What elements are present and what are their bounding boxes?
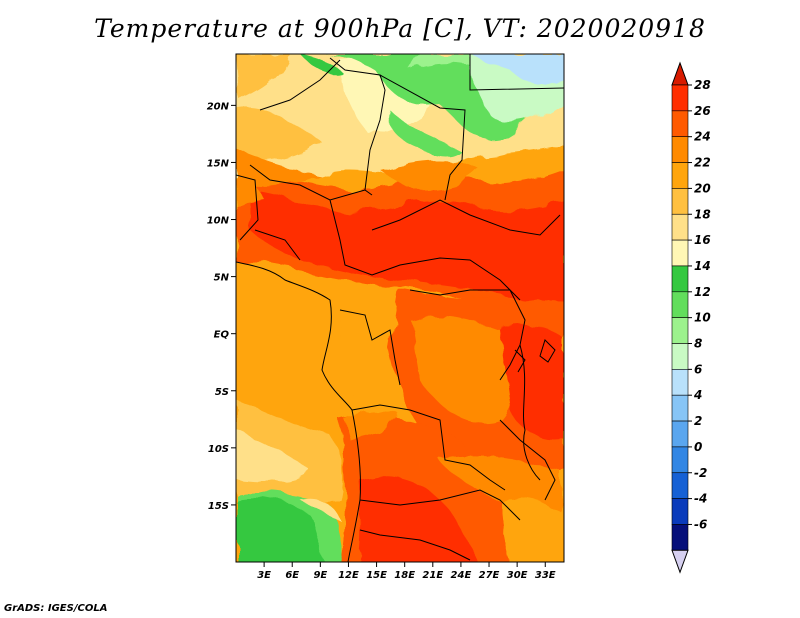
colorbar-level-label: -6: [694, 517, 707, 531]
lat-tick-label: 10N: [207, 216, 230, 227]
colorbar-swatch: [671, 317, 689, 344]
colorbar-swatch: [671, 110, 689, 137]
lon-tick-label: 9E: [313, 570, 327, 581]
temperature-field: [236, 54, 564, 562]
colorbar-swatch: [671, 136, 689, 163]
colorbar-level-label: 10: [694, 311, 711, 325]
colorbar-level-label: 12: [694, 285, 711, 299]
colorbar-level-label: 4: [693, 388, 702, 402]
colorbar-swatch: [671, 343, 689, 370]
lat-tick-label: 15N: [207, 158, 230, 169]
colorbar-level-label: 14: [694, 259, 711, 273]
colorbar-swatch: [671, 394, 689, 422]
colorbar-swatch: [671, 369, 689, 396]
colorbar-level-label: 28: [694, 78, 711, 92]
lon-tick-label: 24E: [451, 570, 472, 581]
colorbar-level-label: 20: [694, 181, 711, 195]
colorbar-swatch: [671, 472, 689, 499]
colorbar-swatch: [671, 524, 689, 551]
lat-tick-label: 15S: [208, 501, 229, 512]
colorbar-swatch: [671, 446, 689, 474]
lon-tick-label: 33E: [535, 570, 556, 581]
colorbar-level-label: 8: [694, 337, 702, 351]
map-title: Temperature at 900hPa [C], VT: 202002091…: [94, 14, 706, 43]
latitude-axis: 20N 15N 10N 5N EQ 5S 10S 15S: [207, 101, 236, 512]
colorbar-swatch: [671, 213, 689, 241]
lon-tick-label: 21E: [422, 570, 443, 581]
colorbar-swatch: [671, 239, 689, 267]
colorbar-level-label: 6: [694, 362, 702, 376]
lon-tick-label: 27E: [479, 570, 500, 581]
lat-tick-label: 10S: [208, 444, 229, 455]
lon-tick-label: 12E: [338, 570, 359, 581]
lon-tick-label: 15E: [366, 570, 387, 581]
lon-tick-label: 30E: [507, 570, 528, 581]
lat-tick-label: 5S: [215, 387, 229, 398]
colorbar-level-label: 22: [694, 156, 711, 170]
colorbar-swatch: [671, 84, 689, 112]
colorbar-swatch: [671, 420, 689, 448]
lat-tick-label: 5N: [214, 273, 230, 284]
colorbar-top-arrow: [671, 61, 689, 86]
country-borders: [236, 54, 564, 562]
colorbar-bottom-arrow: [671, 549, 689, 574]
colorbar-level-label: 18: [694, 207, 711, 221]
lon-tick-label: 3E: [257, 570, 271, 581]
lat-tick-label: 20N: [207, 101, 230, 112]
colorbar-level-label: -4: [694, 492, 707, 506]
colorbar-swatch: [671, 291, 689, 318]
colorbar-swatch: [671, 162, 689, 189]
colorbar-swatch: [671, 188, 689, 215]
colorbar-swatch: [671, 265, 689, 293]
grads-credit: GrADS: IGES/COLA: [4, 603, 108, 614]
colorbar-level-label: 0: [694, 440, 702, 454]
lon-tick-label: 18E: [394, 570, 415, 581]
lon-tick-label: 6E: [285, 570, 299, 581]
colorbar-level-label: 24: [694, 130, 711, 144]
colorbar-level-label: 16: [694, 233, 711, 247]
lat-tick-label: EQ: [214, 330, 230, 341]
colorbar-swatch: [671, 498, 689, 525]
colorbar-level-label: -2: [694, 466, 707, 480]
map-frame: [235, 53, 565, 563]
colorbar-level-label: 2: [694, 414, 702, 428]
colorbar-level-label: 26: [694, 104, 711, 118]
longitude-axis: 3E 6E 9E 12E 15E 18E 21E 24E 27E 30E 33E: [257, 562, 556, 581]
